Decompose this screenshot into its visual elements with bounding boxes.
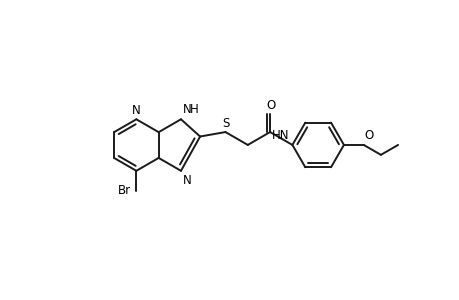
Text: N: N bbox=[183, 103, 191, 116]
Text: N: N bbox=[132, 104, 140, 117]
Text: N: N bbox=[183, 174, 191, 187]
Text: O: O bbox=[364, 129, 373, 142]
Text: H: H bbox=[190, 103, 198, 116]
Text: Br: Br bbox=[118, 184, 131, 197]
Text: HN: HN bbox=[271, 129, 289, 142]
Text: S: S bbox=[221, 117, 229, 130]
Text: O: O bbox=[266, 99, 275, 112]
